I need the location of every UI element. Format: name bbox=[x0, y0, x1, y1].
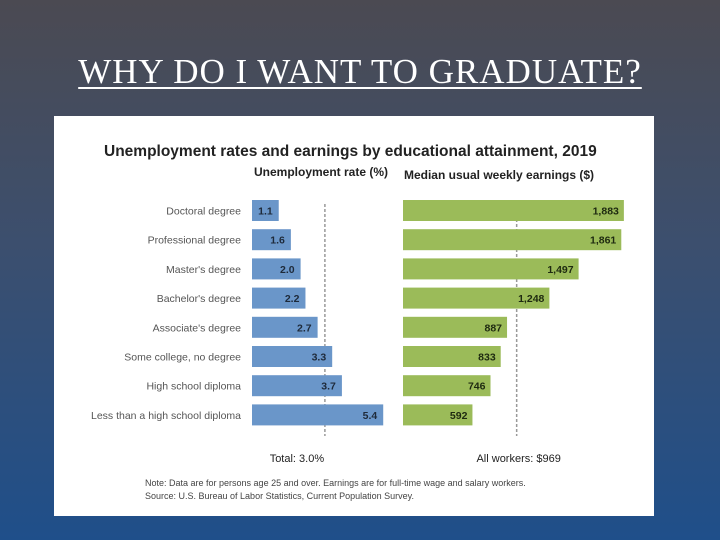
earnings-bar bbox=[403, 229, 622, 251]
category-label: Professional degree bbox=[148, 235, 242, 247]
unemployment-bar bbox=[252, 287, 306, 309]
chart-title: Unemployment rates and earnings by educa… bbox=[104, 143, 597, 160]
earnings-value-label: 1,883 bbox=[593, 206, 619, 218]
earnings-bar bbox=[403, 316, 508, 338]
category-label: Some college, no degree bbox=[124, 352, 241, 364]
category-label: Bachelor's degree bbox=[157, 293, 241, 305]
earnings-bar bbox=[403, 346, 501, 367]
category-label: Master's degree bbox=[166, 264, 241, 276]
category-label: Less than a high school diploma bbox=[91, 410, 241, 422]
unemployment-bar bbox=[252, 346, 333, 367]
unemployment-value-label: 1.6 bbox=[270, 235, 285, 247]
unemployment-bar bbox=[252, 375, 342, 397]
earnings-value-label: 746 bbox=[468, 381, 486, 393]
unemployment-value-label: 5.4 bbox=[363, 410, 378, 422]
earnings-bar bbox=[403, 287, 550, 309]
chart-note: Note: Data are for persons age 25 and ov… bbox=[145, 478, 526, 488]
unemployment-bar bbox=[252, 316, 318, 338]
category-label: High school diploma bbox=[146, 381, 241, 393]
earnings-bar bbox=[403, 200, 624, 221]
unemployment-reference-label: Total: 3.0% bbox=[270, 453, 325, 465]
earnings-value-label: 1,248 bbox=[518, 293, 544, 305]
slide-title: WHY DO I WANT TO GRADUATE? bbox=[0, 52, 720, 92]
unemployment-bar bbox=[252, 258, 301, 280]
earnings-value-label: 1,861 bbox=[590, 235, 616, 247]
earnings-bar bbox=[403, 258, 579, 280]
earnings-bar bbox=[403, 404, 473, 426]
earnings-header: Median usual weekly earnings ($) bbox=[404, 168, 594, 182]
chart-panel: Unemployment rates and earnings by educa… bbox=[54, 116, 654, 516]
earnings-reference-label: All workers: $969 bbox=[476, 453, 560, 465]
unemployment-value-label: 2.0 bbox=[280, 264, 295, 276]
category-label: Associate's degree bbox=[153, 322, 242, 334]
unemployment-value-label: 3.3 bbox=[312, 352, 327, 364]
unemployment-value-label: 1.1 bbox=[258, 206, 273, 218]
unemployment-header: Unemployment rate (%) bbox=[254, 165, 388, 179]
unemployment-bar bbox=[252, 229, 291, 251]
unemployment-value-label: 2.7 bbox=[297, 322, 312, 334]
chart-svg: Unemployment rates and earnings by educa… bbox=[91, 143, 624, 501]
chart-source: Source: U.S. Bureau of Labor Statistics,… bbox=[145, 491, 414, 501]
unemployment-bar bbox=[252, 404, 384, 426]
unemployment-value-label: 3.7 bbox=[321, 381, 336, 393]
unemployment-value-label: 2.2 bbox=[285, 293, 300, 305]
earnings-value-label: 833 bbox=[478, 352, 496, 364]
earnings-bar bbox=[403, 375, 491, 397]
earnings-value-label: 592 bbox=[450, 410, 468, 422]
slide-title-text: WHY DO I WANT TO GRADUATE? bbox=[78, 52, 642, 91]
earnings-value-label: 1,497 bbox=[547, 264, 573, 276]
category-label: Doctoral degree bbox=[166, 206, 241, 218]
unemployment-bar bbox=[252, 200, 279, 221]
earnings-value-label: 887 bbox=[485, 322, 503, 334]
